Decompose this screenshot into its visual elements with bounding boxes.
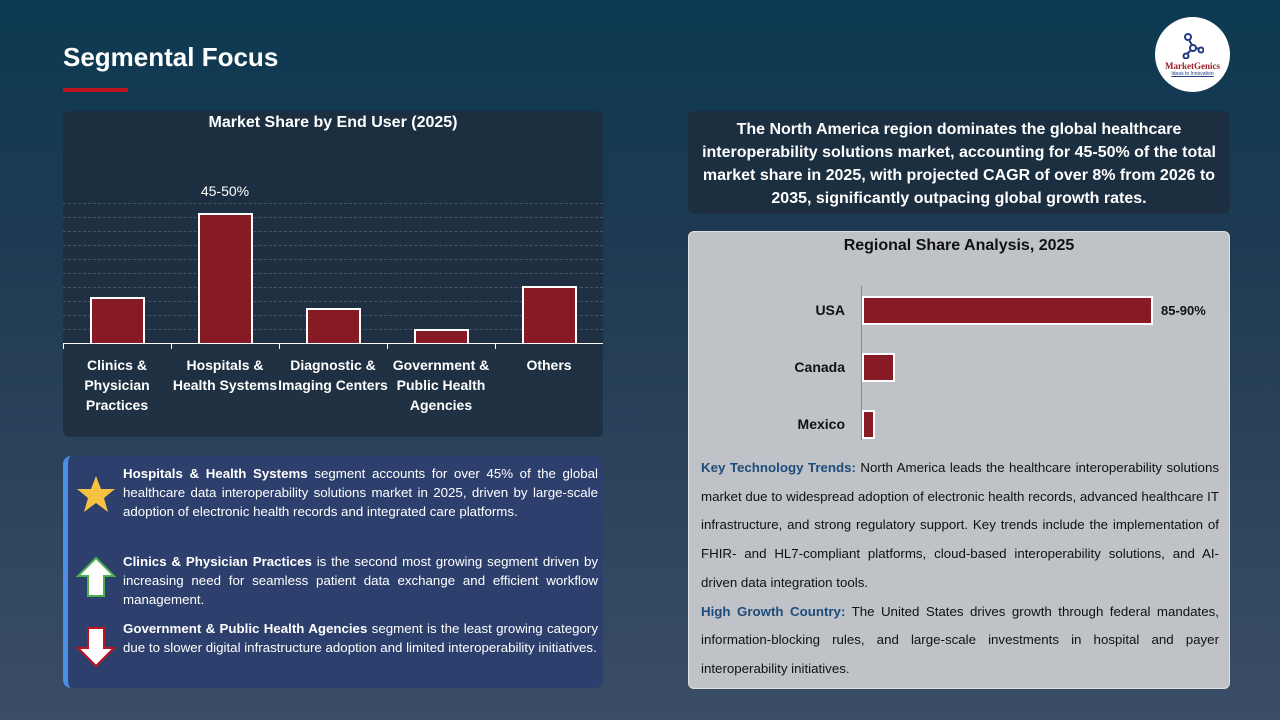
growth-label: High Growth Country: (701, 603, 846, 619)
bar-2 (306, 307, 361, 343)
gridline (63, 301, 603, 302)
trends-text: North America leads the healthcare inter… (701, 460, 1219, 590)
x-tick (387, 343, 388, 349)
gridline (63, 245, 603, 246)
arrow-down-icon (75, 626, 117, 668)
bar-3 (414, 329, 469, 343)
bar-2 (862, 410, 876, 439)
x-tick (495, 343, 496, 349)
insight-item: Hospitals & Health Systems segment accou… (123, 464, 598, 521)
star-icon (76, 474, 116, 514)
chart-title: Regional Share Analysis, 2025 (843, 237, 1075, 254)
x-axis (63, 343, 603, 344)
x-tick (63, 343, 64, 349)
bar-4 (522, 285, 577, 343)
category-label: Others (526, 357, 572, 373)
category-label: Government & Public Health Agencies (392, 357, 490, 413)
category-label: Clinics & Physician Practices (84, 357, 150, 413)
gridline (63, 217, 603, 218)
growth-text: The United States drives growth through … (701, 603, 1219, 676)
category-label: Canada (794, 359, 845, 375)
x-tick (279, 343, 280, 349)
x-tick (171, 343, 172, 349)
insight-item: Government & Public Health Agencies segm… (123, 619, 598, 657)
gridline (63, 287, 603, 288)
category-label: Hospitals & Health Systems (172, 357, 278, 393)
gridline (63, 273, 603, 274)
bar-1 (862, 353, 896, 382)
regional-text: Key Technology Trends: North America lea… (701, 454, 1219, 684)
chart-title: Market Share by End User (2025) (208, 114, 458, 131)
category-label: Diagnostic & Imaging Centers (278, 357, 388, 393)
category-label: USA (815, 302, 845, 318)
gridline (63, 231, 603, 232)
y-axis (861, 286, 862, 440)
title-underline (63, 88, 128, 92)
bar-0 (862, 296, 1153, 325)
insights-panel: Hospitals & Health Systems segment accou… (63, 456, 603, 688)
logo: MarketGenics Ideas to Innovation (1155, 17, 1230, 92)
data-label: 45-50% (200, 183, 250, 200)
end-user-chart: Market Share by End User (2025) Clinics … (63, 111, 603, 437)
insight-bold: Clinics & Physician Practices (123, 554, 312, 569)
logo-tagline: Ideas to Innovation (1171, 70, 1214, 77)
arrow-up-icon (75, 556, 117, 597)
gridline (63, 259, 603, 260)
summary-text: The North America region dominates the g… (702, 121, 1216, 207)
insight-text: segment accounts for over 45% of the glo… (123, 466, 598, 519)
growth-paragraph: High Growth Country: The United States d… (701, 598, 1219, 684)
gridline (63, 203, 603, 204)
regional-chart: Regional Share Analysis, 2025 Key Techno… (688, 231, 1230, 689)
category-label: Mexico (797, 416, 845, 432)
insight-item: Clinics & Physician Practices is the sec… (123, 552, 598, 609)
bar-0 (90, 296, 145, 343)
summary-box: The North America region dominates the g… (688, 111, 1230, 214)
insight-bold: Government & Public Health Agencies (123, 621, 368, 636)
data-label: 85-90% (1161, 303, 1206, 318)
insight-bold: Hospitals & Health Systems (123, 466, 308, 481)
page-title: Segmental Focus (63, 42, 279, 72)
bar-1 (198, 213, 253, 343)
logo-name: MarketGenics (1165, 60, 1220, 71)
insight-text: is the second most growing segment drive… (123, 554, 598, 607)
trends-paragraph: Key Technology Trends: North America lea… (701, 454, 1219, 598)
insight-text: segment is the least growing category du… (123, 621, 598, 655)
network-icon (1182, 32, 1204, 59)
trends-label: Key Technology Trends: (701, 460, 856, 475)
